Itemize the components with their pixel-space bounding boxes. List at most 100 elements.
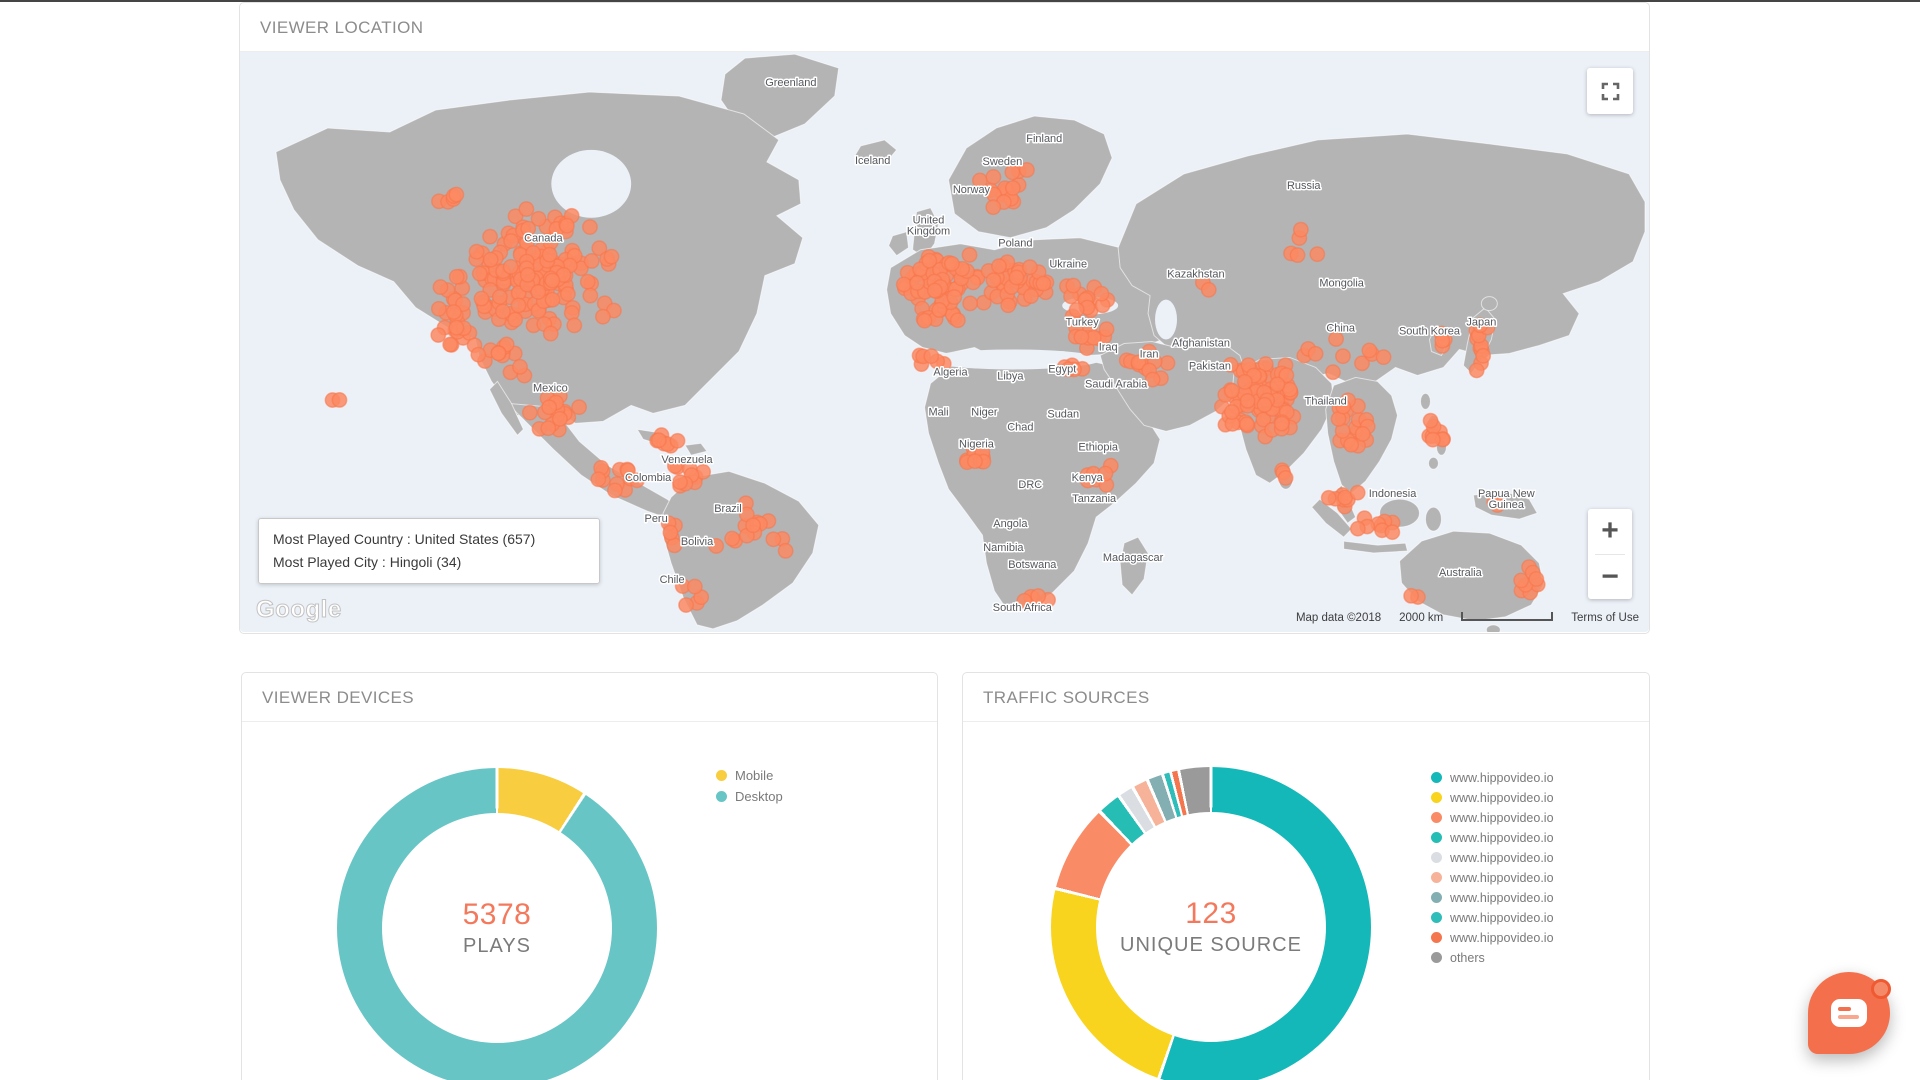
viewer-location-dot: [519, 266, 536, 283]
legend-item[interactable]: www.hippovideo.io: [1431, 931, 1554, 945]
traffic-sources-panel: TRAFFIC SOURCES 123 UNIQUE SOURCE www.hi…: [962, 672, 1650, 1080]
viewer-location-dot: [777, 542, 794, 559]
legend-item[interactable]: www.hippovideo.io: [1431, 911, 1554, 925]
map-country-label: Canada: [524, 233, 563, 245]
map-country-label: Saudi Arabia: [1085, 378, 1148, 390]
viewer-location-dot: [541, 246, 558, 263]
map-country-label: Ukraine: [1049, 259, 1087, 271]
viewer-location-dot: [765, 531, 782, 548]
legend-item[interactable]: www.hippovideo.io: [1431, 851, 1554, 865]
viewer-location-dot: [985, 272, 1002, 289]
viewer-location-dot: [1328, 331, 1344, 347]
viewer-location-dot: [1065, 277, 1082, 294]
zoom-control-divider: [1595, 553, 1625, 555]
viewer-location-dots: [324, 162, 1546, 613]
viewer-location-dot: [1144, 371, 1161, 388]
viewer-location-dot: [582, 287, 599, 304]
viewer-devices-legend: Mobile Desktop: [716, 768, 783, 804]
viewer-location-dot: [468, 243, 485, 260]
viewer-location-dot: [521, 404, 538, 421]
legend-item[interactable]: www.hippovideo.io: [1431, 891, 1554, 905]
map-country-label: Mexico: [533, 382, 568, 394]
map-country-label: DRC: [1018, 479, 1042, 491]
map-country-label: Bolivia: [681, 536, 714, 548]
viewer-location-dot: [432, 279, 449, 296]
viewer-location-dot: [1289, 247, 1306, 264]
legend-item[interactable]: www.hippovideo.io: [1431, 791, 1554, 805]
viewer-location-dot: [985, 169, 1002, 185]
viewer-location-dot: [961, 246, 978, 263]
google-map[interactable]: Greenland Iceland Finland Sweden Norway Russi…: [240, 52, 1649, 632]
legend-item[interactable]: www.hippovideo.io: [1431, 871, 1554, 885]
viewer-location-dot: [503, 233, 520, 249]
viewer-location-dot: [331, 392, 348, 408]
viewer-devices-panel: VIEWER DEVICES 5378 PLAYS Mobile Desktop: [241, 672, 938, 1080]
map-country-label: Papua New Guinea: [1478, 488, 1535, 511]
legend-item[interactable]: www.hippovideo.io: [1431, 831, 1554, 845]
viewer-location-dot: [544, 272, 561, 289]
map-country-label: Greenland: [765, 77, 816, 89]
map-country-label: Sweden: [983, 156, 1023, 168]
legend-item[interactable]: Desktop: [716, 789, 783, 804]
viewer-location-dot: [1384, 524, 1401, 541]
legend-item[interactable]: www.hippovideo.io: [1431, 771, 1554, 785]
legend-label: Mobile: [735, 768, 774, 783]
viewer-location-dot: [1320, 489, 1337, 506]
viewer-location-dot: [686, 578, 703, 595]
map-country-label: Ethiopia: [1078, 441, 1119, 453]
legend-item[interactable]: Mobile: [716, 768, 783, 783]
viewer-location-dot: [1073, 329, 1090, 345]
viewer-location-dot: [590, 471, 607, 488]
viewer-location-dot: [1472, 317, 1489, 334]
terms-of-use-link[interactable]: Terms of Use: [1571, 612, 1639, 624]
viewer-location-dot: [1035, 275, 1052, 292]
viewer-location-dot: [923, 348, 940, 365]
map-country-label: Tanzania: [1072, 493, 1117, 505]
viewer-location-dot: [448, 268, 465, 285]
viewer-location-dot: [512, 358, 528, 375]
donut-center: 123 UNIQUE SOURCE: [1096, 812, 1326, 1042]
map-fullscreen-button[interactable]: [1587, 68, 1633, 114]
unique-source-label: UNIQUE SOURCE: [1120, 934, 1302, 956]
viewer-location-dot: [1513, 572, 1530, 589]
viewer-location-dot: [566, 317, 583, 334]
map-country-label: Nigeria: [959, 438, 995, 450]
legend-swatch: [1431, 912, 1442, 923]
google-logo[interactable]: Google: [256, 596, 342, 624]
chat-widget-button[interactable]: [1808, 972, 1891, 1054]
map-country-label: Egypt: [1048, 363, 1076, 375]
viewer-location-dot: [473, 290, 490, 307]
traffic-sources-donut-chart[interactable]: 123 UNIQUE SOURCE: [1051, 767, 1371, 1080]
legend-swatch: [1431, 812, 1442, 823]
zoom-in-button[interactable]: +: [1601, 514, 1619, 548]
viewer-location-dot: [916, 312, 933, 329]
viewer-location-dot: [541, 399, 558, 416]
viewer-location-dot: [1021, 259, 1038, 276]
viewer-location-dot: [502, 258, 519, 275]
zoom-out-button[interactable]: −: [1601, 559, 1619, 593]
map-country-label: Venezuela: [661, 454, 713, 466]
viewer-devices-donut-chart[interactable]: 5378 PLAYS: [337, 768, 657, 1080]
donut-center: 5378 PLAYS: [382, 813, 612, 1043]
viewer-location-dot: [1269, 376, 1286, 393]
viewer-location-dot: [571, 399, 588, 416]
viewer-location-dot: [518, 201, 535, 218]
map-country-label: Sudan: [1047, 408, 1079, 420]
viewer-location-dot: [895, 276, 912, 293]
map-country-label: Brazil: [714, 503, 741, 515]
viewer-location-dot: [482, 228, 499, 245]
map-country-label: Botswana: [1008, 559, 1057, 571]
viewer-location-dot: [559, 286, 576, 302]
viewer-location-dot: [985, 199, 1002, 216]
map-country-label: Turkey: [1066, 317, 1100, 329]
map-country-label: Indonesia: [1369, 488, 1417, 500]
viewer-location-dot: [1141, 343, 1158, 360]
viewer-location-panel: VIEWER LOCATION: [239, 2, 1650, 634]
map-country-label: Norway: [953, 184, 991, 196]
legend-item[interactable]: www.hippovideo.io: [1431, 811, 1554, 825]
plays-count: 5378: [462, 898, 532, 931]
legend-item[interactable]: others: [1431, 951, 1554, 965]
chat-icon-line: [1838, 1015, 1859, 1019]
viewer-location-dot: [669, 432, 686, 449]
map-country-label: South Africa: [993, 602, 1053, 614]
